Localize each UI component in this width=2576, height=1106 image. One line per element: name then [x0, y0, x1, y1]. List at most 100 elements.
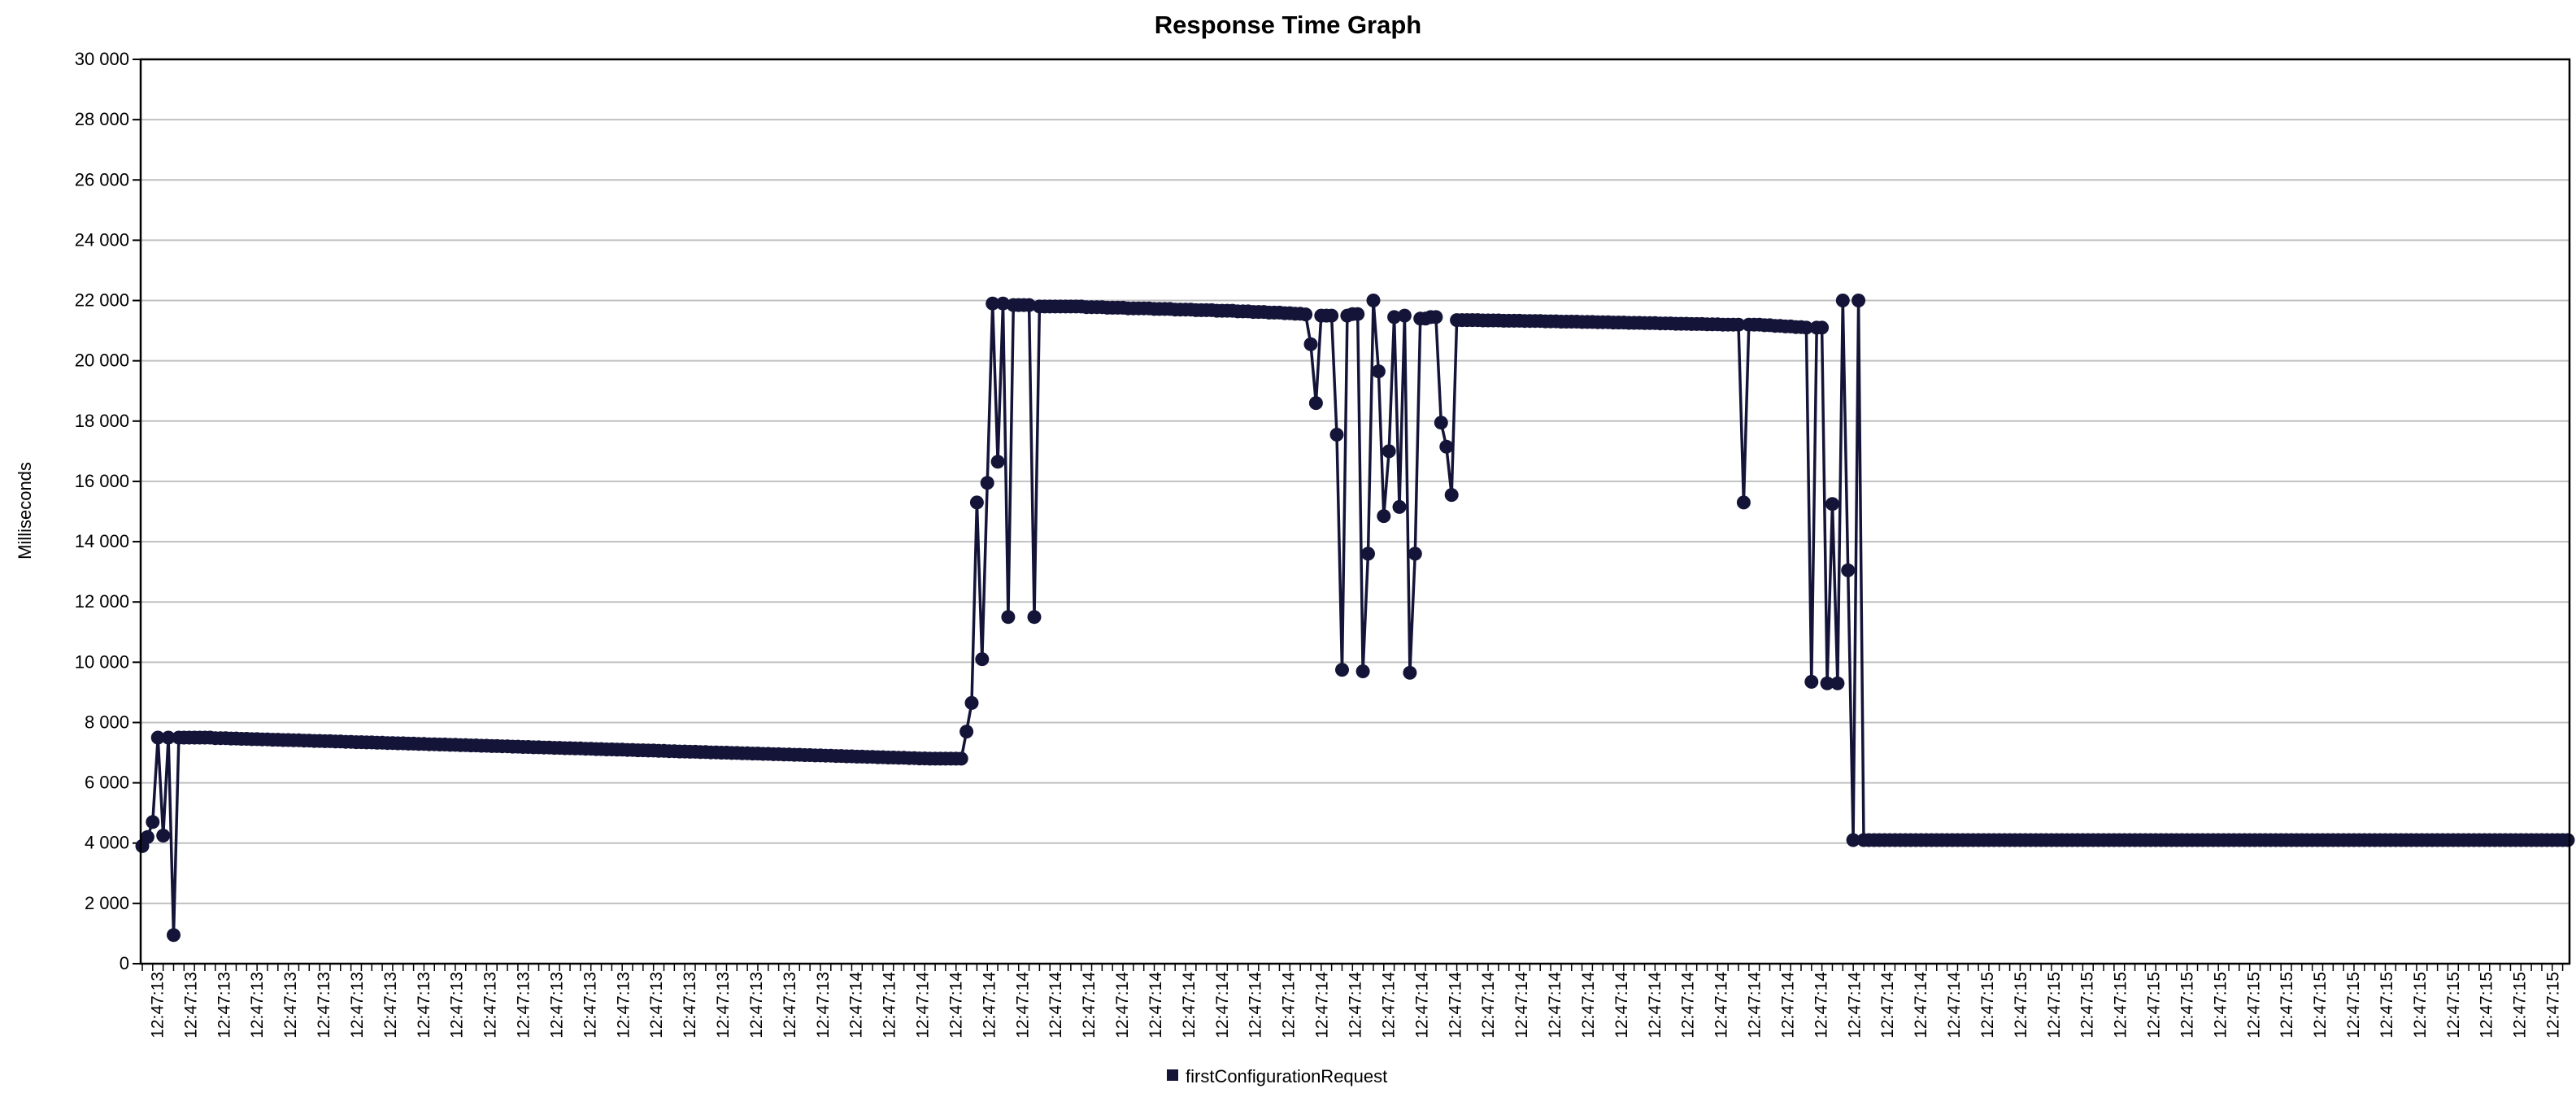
x-tick-label: 12:47:13: [481, 972, 500, 1039]
y-tick-label: 8 000: [85, 712, 129, 732]
x-tick-label: 12:47:14: [1013, 972, 1032, 1039]
data-point: [1835, 294, 1850, 307]
x-tick-label: 12:47:14: [1247, 972, 1265, 1039]
x-tick-label: 12:47:14: [1412, 972, 1431, 1039]
data-point: [140, 830, 154, 844]
x-tick-label: 12:47:14: [1945, 972, 1964, 1039]
x-tick-label: 12:47:14: [1512, 972, 1531, 1039]
data-point: [1852, 294, 1866, 307]
y-tick-label: 12 000: [75, 591, 129, 612]
y-tick-label: 2 000: [85, 893, 129, 913]
y-tick-label: 22 000: [75, 290, 129, 311]
data-point: [1335, 663, 1349, 677]
x-tick-label: 12:47:14: [1347, 972, 1365, 1039]
x-tick-label: 12:47:13: [747, 972, 766, 1039]
data-point: [1351, 307, 1365, 321]
data-point: [146, 815, 160, 830]
x-tick-label: 12:47:14: [1113, 972, 1132, 1039]
x-tick-label: 12:47:13: [381, 972, 400, 1039]
x-axis: 12:47:13 12:47:13 12:47:13 12:47:13 12:47:13…: [141, 964, 2564, 1039]
data-point: [1325, 308, 1339, 323]
y-tick-label: 20 000: [75, 351, 129, 371]
x-tick-label: 12:47:13: [315, 972, 333, 1039]
data-point: [1799, 320, 1813, 335]
y-tick-label: 30 000: [75, 49, 129, 69]
x-tick-label: 12:47:13: [647, 972, 666, 1039]
legend-label: firstConfigurationRequest: [1186, 1066, 1387, 1086]
data-point: [980, 476, 994, 490]
x-tick-label: 12:47:15: [2211, 972, 2230, 1039]
x-tick-label: 12:47:13: [181, 972, 200, 1039]
data-point: [156, 829, 171, 843]
chart-title: Response Time Graph: [1155, 11, 1421, 39]
data-point: [1308, 396, 1323, 411]
x-tick-label: 12:47:15: [2378, 972, 2396, 1039]
data-point: [150, 730, 165, 745]
data-point: [1439, 439, 1454, 454]
y-tick-label: 28 000: [75, 109, 129, 129]
data-point: [1429, 310, 1443, 324]
data-point: [1355, 664, 1370, 678]
y-tick-label: 16 000: [75, 471, 129, 491]
data-point: [1830, 676, 1845, 690]
y-tick-label: 4 000: [85, 833, 129, 853]
x-tick-label: 12:47:13: [281, 972, 300, 1039]
x-tick-label: 12:47:13: [248, 972, 267, 1039]
plot-area-frame: [139, 58, 2571, 965]
x-tick-label: 12:47:13: [614, 972, 633, 1039]
data-point: [964, 695, 979, 710]
x-tick-label: 12:47:15: [2544, 972, 2563, 1039]
data-point: [1444, 488, 1459, 503]
x-tick-label: 12:47:14: [1046, 972, 1065, 1039]
data-point: [986, 296, 1000, 311]
data-point: [161, 730, 176, 745]
data-point: [990, 455, 1005, 469]
data-point: [1434, 416, 1448, 430]
x-tick-label: 12:47:14: [946, 972, 965, 1039]
x-tick-label: 12:47:15: [2278, 972, 2296, 1039]
y-tick-label: 18 000: [75, 411, 129, 431]
x-tick-label: 12:47:14: [1147, 972, 1165, 1039]
data-point: [1387, 310, 1402, 324]
x-tick-label: 12:47:14: [1180, 972, 1199, 1039]
x-tick-label: 12:47:14: [1845, 972, 1864, 1039]
x-tick-label: 12:47:14: [1446, 972, 1464, 1039]
x-tick-label: 12:47:15: [2511, 972, 2530, 1039]
x-tick-label: 12:47:14: [1280, 972, 1299, 1039]
legend: firstConfigurationRequest: [1167, 1066, 1387, 1086]
data-point: [1804, 674, 1819, 689]
data-point: [996, 296, 1010, 311]
data-point: [1736, 495, 1751, 510]
x-tick-label: 12:47:14: [1912, 972, 1930, 1039]
y-tick-label: 0: [120, 953, 129, 973]
x-tick-label: 12:47:13: [448, 972, 467, 1039]
x-tick-label: 12:47:14: [1379, 972, 1398, 1039]
x-tick-label: 12:47:14: [980, 972, 999, 1039]
x-tick-label: 12:47:15: [1978, 972, 1997, 1039]
x-tick-label: 12:47:15: [2078, 972, 2097, 1039]
data-point: [1408, 546, 1422, 561]
x-tick-label: 12:47:14: [914, 972, 933, 1039]
x-tick-label: 12:47:13: [714, 972, 733, 1039]
y-axis: 0 2 000 4 000 6 000 8 000 10 000 12 000 14 000 1…: [75, 49, 141, 973]
data-point: [1371, 364, 1386, 379]
data-point: [1377, 509, 1391, 524]
x-tick-label: 12:47:14: [1812, 972, 1830, 1039]
data-point: [1366, 294, 1381, 307]
x-tick-label: 12:47:14: [1712, 972, 1731, 1039]
data-point: [969, 495, 984, 510]
y-axis-label: Milliseconds: [15, 462, 35, 560]
data-point: [959, 725, 974, 739]
x-tick-label: 12:47:14: [1080, 972, 1099, 1039]
y-tick-label: 14 000: [75, 531, 129, 551]
x-tick-label: 12:47:13: [814, 972, 833, 1039]
x-tick-label: 12:47:13: [148, 972, 167, 1039]
data-point: [1299, 307, 1313, 322]
data-point: [1846, 833, 1860, 847]
x-tick-label: 12:47:15: [2112, 972, 2130, 1039]
x-tick-label: 12:47:14: [1579, 972, 1598, 1039]
data-point: [167, 928, 181, 943]
x-tick-label: 12:47:14: [1778, 972, 1797, 1039]
x-tick-label: 12:47:15: [2311, 972, 2330, 1039]
